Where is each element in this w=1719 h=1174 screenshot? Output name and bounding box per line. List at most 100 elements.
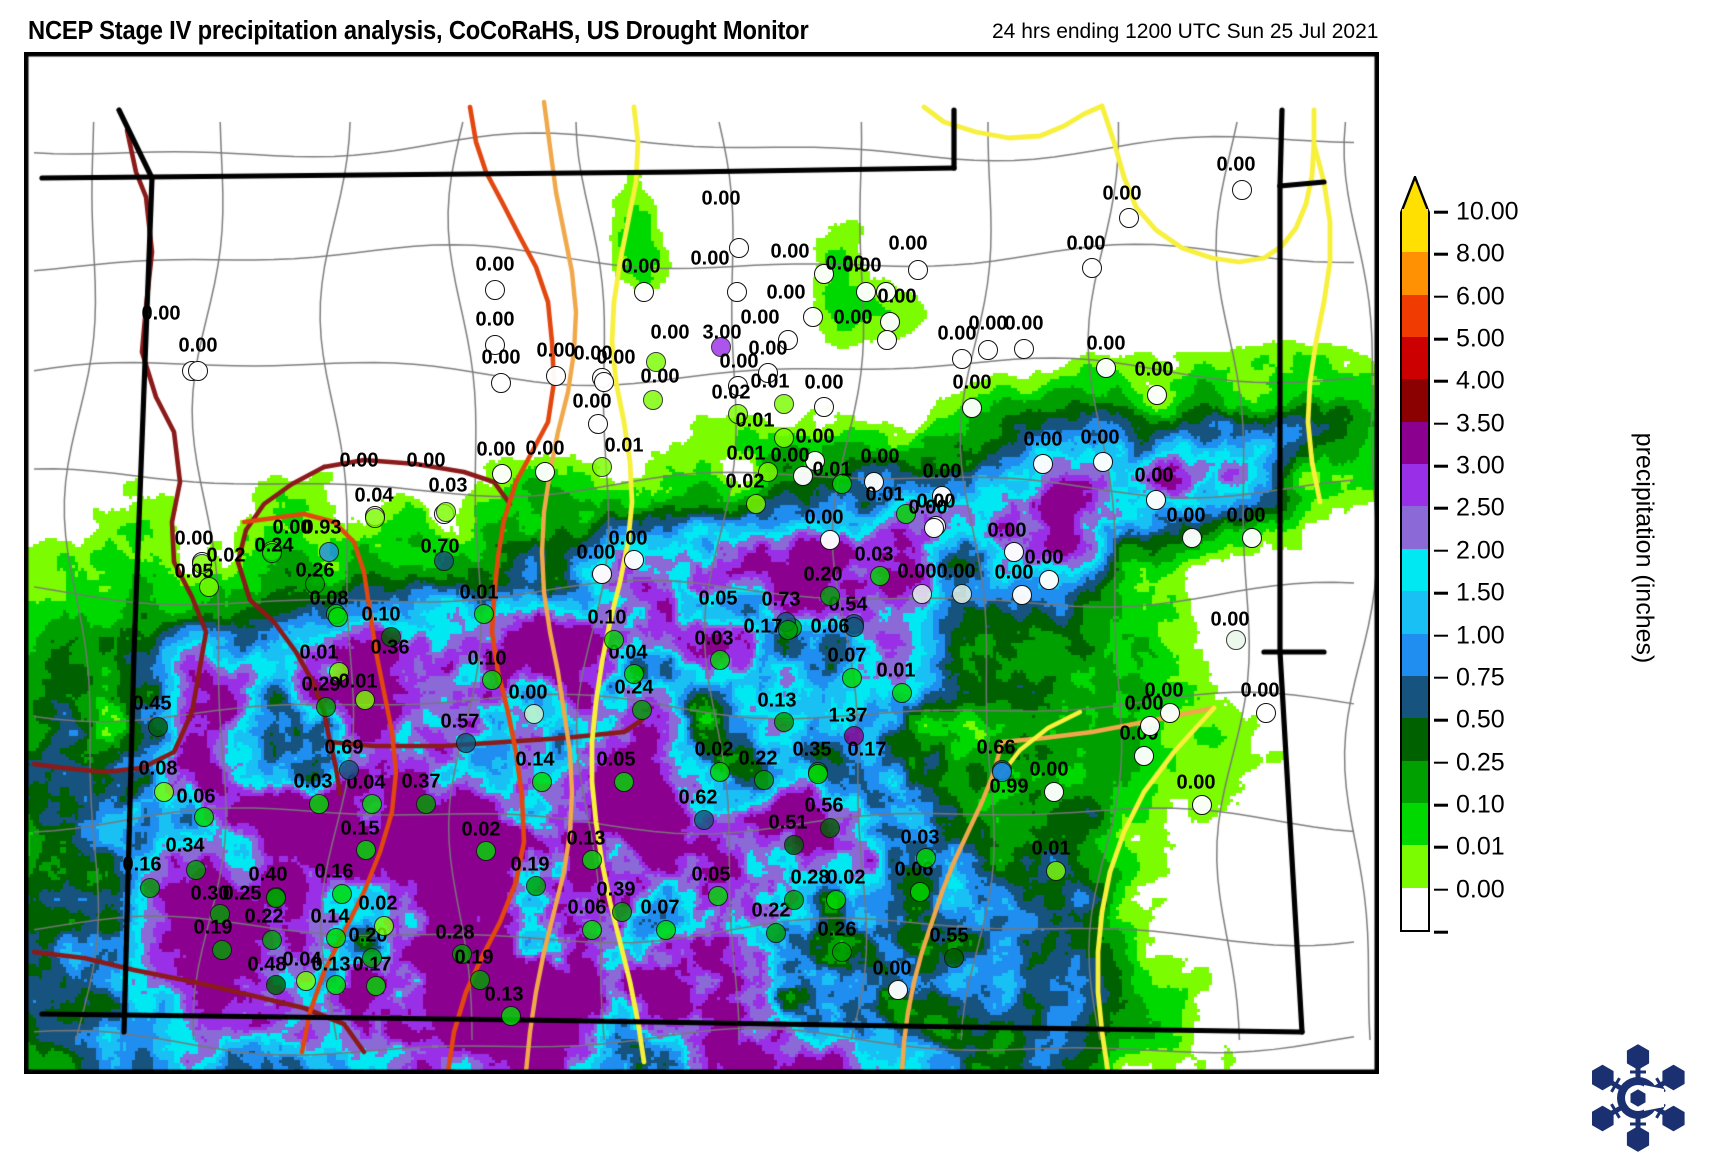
- station-marker[interactable]: [1096, 358, 1116, 378]
- station-marker[interactable]: [634, 282, 654, 302]
- station-marker[interactable]: [896, 504, 916, 524]
- station-marker[interactable]: [803, 307, 823, 327]
- station-marker[interactable]: [154, 782, 174, 802]
- station-marker[interactable]: [476, 841, 496, 861]
- station-marker[interactable]: [808, 764, 828, 784]
- station-marker[interactable]: [1033, 454, 1053, 474]
- station-marker[interactable]: [820, 586, 840, 606]
- station-marker[interactable]: [727, 282, 747, 302]
- station-marker[interactable]: [266, 888, 286, 908]
- station-marker[interactable]: [888, 980, 908, 1000]
- station-marker[interactable]: [316, 697, 336, 717]
- station-marker[interactable]: [1119, 208, 1139, 228]
- station-marker[interactable]: [694, 810, 714, 830]
- station-marker[interactable]: [470, 970, 490, 990]
- station-marker[interactable]: [624, 550, 644, 570]
- station-marker[interactable]: [820, 530, 840, 550]
- station-marker[interactable]: [296, 971, 316, 991]
- map-panel[interactable]: 0.00 0.00 0.00 0.00 0.00 0.00 0.00 0.00 0.00 0.00…: [24, 52, 1379, 1074]
- station-marker[interactable]: [524, 704, 544, 724]
- station-marker[interactable]: [212, 940, 232, 960]
- station-marker[interactable]: [374, 916, 394, 936]
- station-marker[interactable]: [186, 860, 206, 880]
- station-marker[interactable]: [485, 335, 505, 355]
- station-marker[interactable]: [199, 577, 219, 597]
- station-marker[interactable]: [832, 942, 852, 962]
- station-marker[interactable]: [932, 486, 952, 506]
- station-marker[interactable]: [912, 584, 932, 604]
- station-marker[interactable]: [646, 352, 666, 372]
- station-marker[interactable]: [339, 760, 359, 780]
- station-marker[interactable]: [140, 878, 160, 898]
- station-marker[interactable]: [754, 770, 774, 790]
- station-marker[interactable]: [319, 542, 339, 562]
- station-marker[interactable]: [892, 683, 912, 703]
- station-marker[interactable]: [1192, 795, 1212, 815]
- station-marker[interactable]: [952, 349, 972, 369]
- station-marker[interactable]: [624, 664, 644, 684]
- station-marker[interactable]: [594, 372, 614, 392]
- station-marker[interactable]: [832, 474, 852, 494]
- station-marker[interactable]: [474, 604, 494, 624]
- station-marker[interactable]: [758, 462, 778, 482]
- station-marker[interactable]: [784, 890, 804, 910]
- station-marker[interactable]: [582, 920, 602, 940]
- station-marker[interactable]: [1039, 570, 1059, 590]
- station-marker[interactable]: [778, 330, 798, 350]
- station-marker[interactable]: [452, 944, 472, 964]
- station-marker[interactable]: [876, 282, 896, 302]
- station-marker[interactable]: [1256, 703, 1276, 723]
- station-marker[interactable]: [728, 376, 748, 396]
- station-marker[interactable]: [210, 904, 230, 924]
- station-marker[interactable]: [148, 717, 168, 737]
- station-marker[interactable]: [880, 312, 900, 332]
- station-marker[interactable]: [262, 543, 282, 563]
- station-marker[interactable]: [1014, 339, 1034, 359]
- station-marker[interactable]: [482, 670, 502, 690]
- station-marker[interactable]: [1160, 703, 1180, 723]
- station-marker[interactable]: [844, 617, 864, 637]
- station-marker[interactable]: [1093, 452, 1113, 472]
- station-marker[interactable]: [436, 502, 456, 522]
- station-marker[interactable]: [592, 564, 612, 584]
- station-marker[interactable]: [1140, 716, 1160, 736]
- station-marker[interactable]: [1146, 490, 1166, 510]
- station-marker[interactable]: [711, 337, 731, 357]
- station-marker[interactable]: [784, 835, 804, 855]
- station-marker[interactable]: [434, 551, 454, 571]
- station-marker[interactable]: [266, 975, 286, 995]
- station-marker[interactable]: [710, 650, 730, 670]
- station-marker[interactable]: [592, 457, 612, 477]
- station-marker[interactable]: [604, 630, 624, 650]
- station-marker[interactable]: [944, 948, 964, 968]
- station-marker[interactable]: [262, 930, 282, 950]
- station-marker[interactable]: [758, 363, 778, 383]
- station-marker[interactable]: [546, 366, 566, 386]
- station-marker[interactable]: [332, 884, 352, 904]
- station-marker[interactable]: [856, 282, 876, 302]
- station-marker[interactable]: [814, 264, 834, 284]
- station-marker[interactable]: [326, 928, 346, 948]
- station-marker[interactable]: [582, 850, 602, 870]
- station-marker[interactable]: [643, 390, 663, 410]
- station-marker[interactable]: [908, 260, 928, 280]
- station-marker[interactable]: [362, 794, 382, 814]
- station-marker[interactable]: [924, 518, 944, 538]
- station-marker[interactable]: [194, 807, 214, 827]
- station-marker[interactable]: [992, 762, 1012, 782]
- station-marker[interactable]: [355, 690, 375, 710]
- station-marker[interactable]: [774, 712, 794, 732]
- station-marker[interactable]: [877, 330, 897, 350]
- station-marker[interactable]: [612, 902, 632, 922]
- station-marker[interactable]: [305, 574, 325, 594]
- station-marker[interactable]: [501, 1006, 521, 1026]
- station-marker[interactable]: [952, 584, 972, 604]
- station-marker[interactable]: [1004, 542, 1024, 562]
- station-marker[interactable]: [356, 840, 376, 860]
- station-marker[interactable]: [188, 361, 208, 381]
- station-marker[interactable]: [588, 414, 608, 434]
- station-marker[interactable]: [366, 976, 386, 996]
- station-marker[interactable]: [793, 466, 813, 486]
- station-marker[interactable]: [842, 668, 862, 688]
- station-marker[interactable]: [710, 762, 730, 782]
